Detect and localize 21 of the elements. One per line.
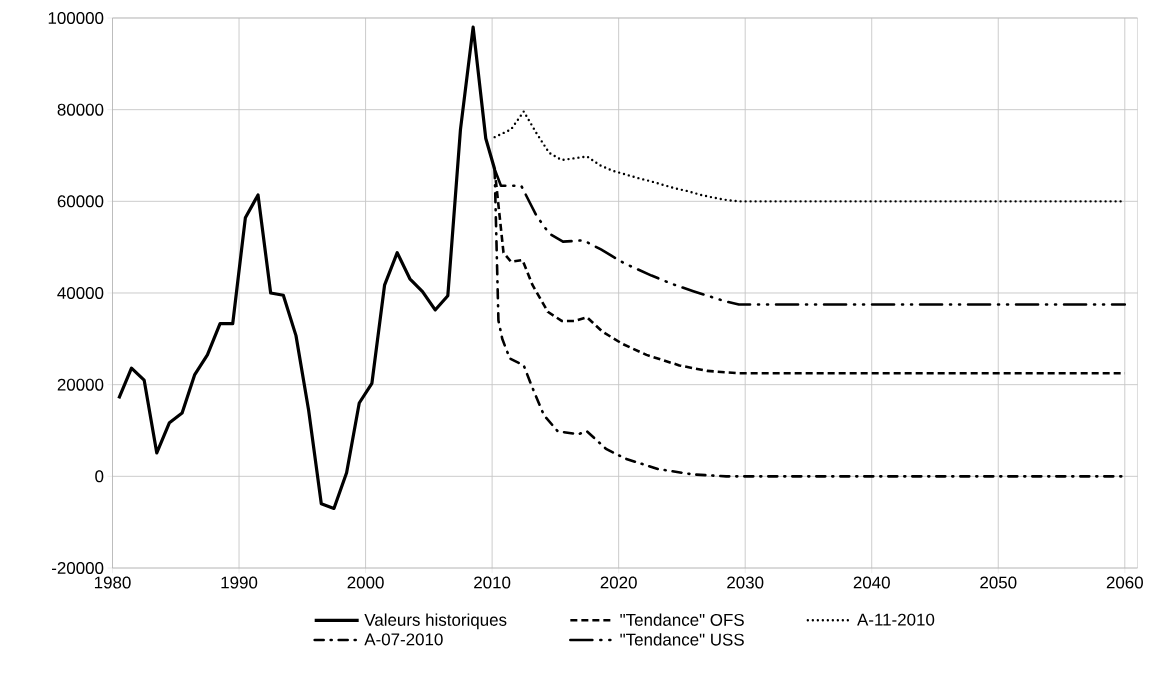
x-tick-label: 2020	[600, 576, 637, 589]
legend-label: A-11-2010	[857, 613, 935, 626]
x-tick-label: 2030	[727, 576, 764, 589]
x-tick-label: 1980	[94, 576, 131, 589]
x-tick-label: 2010	[474, 576, 511, 589]
y-tick-label: 80000	[57, 103, 104, 116]
x-tick-label: 2040	[853, 576, 890, 589]
y-tick-label: 60000	[57, 195, 104, 208]
legend-label: Valeurs historiques	[364, 613, 507, 630]
y-tick-label: 40000	[57, 287, 104, 299]
y-tick-label: 100000	[48, 12, 104, 24]
x-tick-label: 2060	[1106, 576, 1143, 589]
x-tick-label: 2000	[347, 576, 384, 589]
y-tick-label: 20000	[57, 378, 104, 391]
legend-label: "Tendance" USS	[620, 633, 744, 646]
legend-label: A-07-2010	[364, 633, 443, 646]
y-tick-label: 0	[95, 470, 104, 483]
legend-label: "Tendance" OFS	[620, 613, 744, 626]
x-tick-label: 1990	[221, 576, 258, 589]
x-tick-label: 2050	[980, 576, 1017, 589]
y-tick-label: -20000	[52, 562, 104, 574]
